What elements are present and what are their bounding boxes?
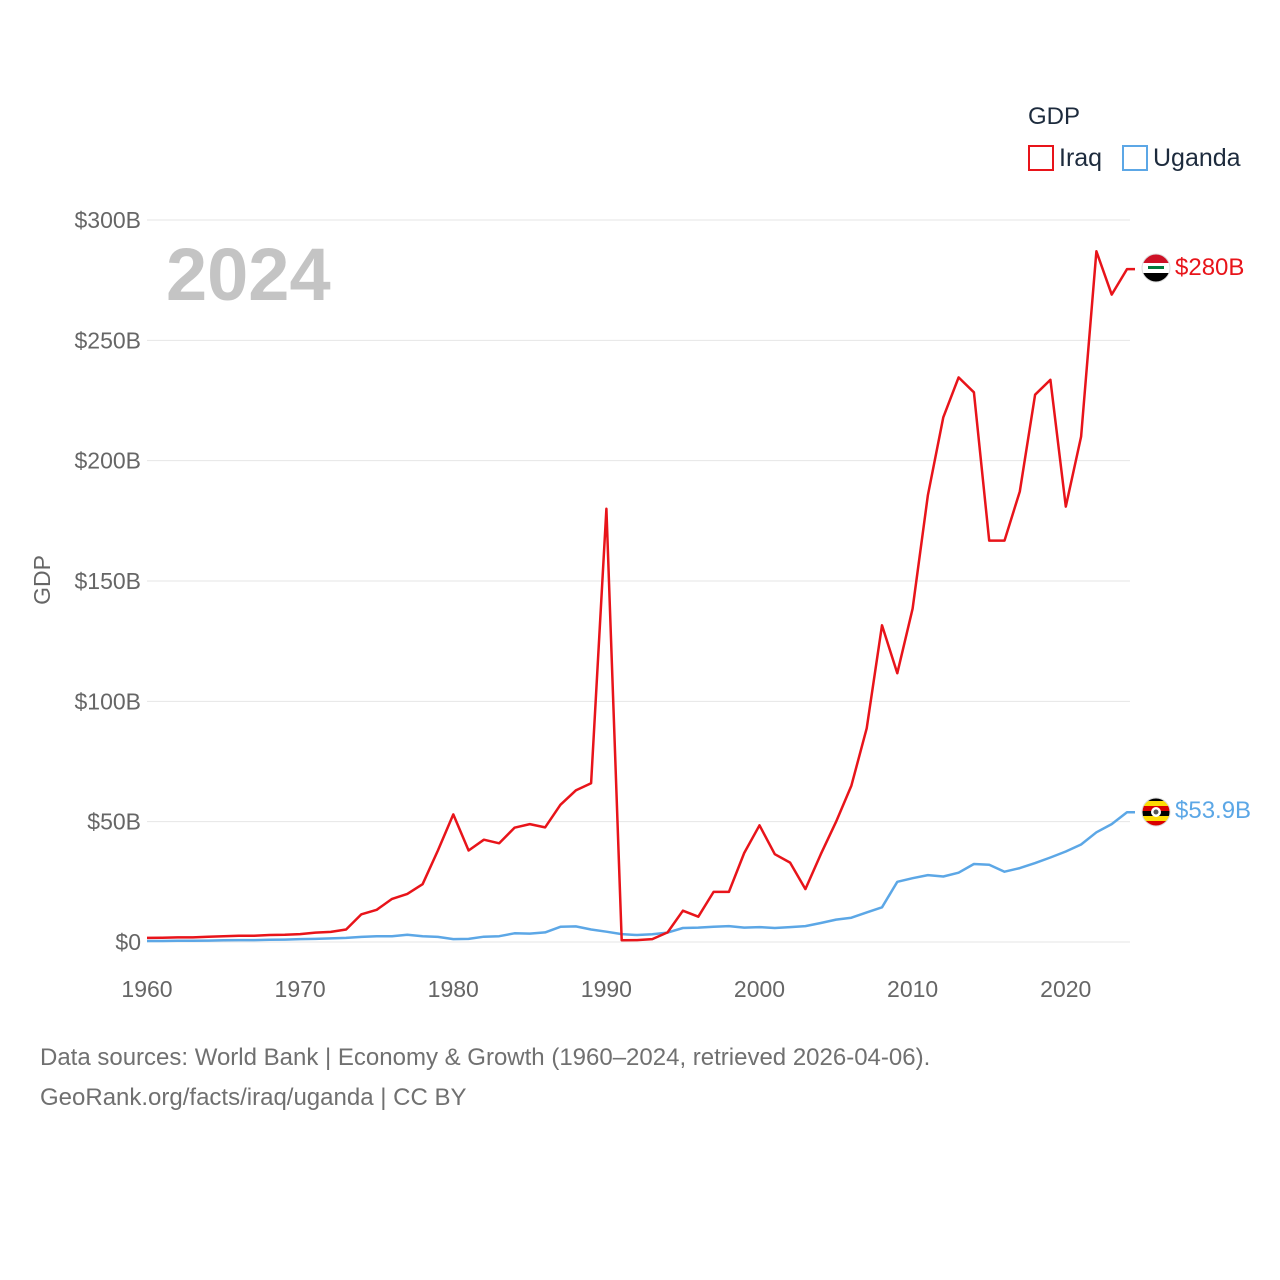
legend-title: GDP xyxy=(1028,103,1080,130)
y-axis-ticks: $0 $50B $100B $150B $200B $250B $300B xyxy=(74,207,141,955)
y-tick-label: $0 xyxy=(115,929,141,955)
x-axis-ticks: 1960 1970 1980 1990 2000 2010 2020 xyxy=(121,976,1091,1002)
iraq-flag-icon xyxy=(1142,254,1170,282)
iraq-flag-outline xyxy=(1141,253,1171,283)
end-label-uganda: $53.9B xyxy=(1175,797,1251,824)
grid-lines xyxy=(147,219,1130,943)
y-tick-label: $250B xyxy=(74,327,141,353)
end-label-iraq: $280B xyxy=(1175,254,1244,281)
x-tick-label: 2020 xyxy=(1040,976,1091,1002)
year-label: 2024 xyxy=(166,233,331,316)
y-axis-label: GDP xyxy=(29,555,55,605)
y-tick-label: $100B xyxy=(74,688,141,714)
footer-sources: Data sources: World Bank | Economy & Gro… xyxy=(40,1044,931,1071)
legend-label-uganda[interactable]: Uganda xyxy=(1153,144,1241,172)
legend[interactable]: GDP Iraq Uganda xyxy=(1028,103,1241,172)
y-tick-label: $50B xyxy=(87,809,141,835)
series-line-iraq xyxy=(146,250,1135,942)
x-tick-label: 2000 xyxy=(734,976,785,1002)
series-lines xyxy=(146,250,1135,943)
footer-attribution[interactable]: GeoRank.org/facts/iraq/uganda | CC BY xyxy=(40,1084,467,1111)
y-tick-label: $200B xyxy=(74,448,141,474)
x-tick-label: 1970 xyxy=(275,976,326,1002)
uganda-flag-outline xyxy=(1141,797,1171,827)
y-tick-label: $300B xyxy=(74,207,141,233)
gdp-line-chart: $0 $50B $100B $150B $200B $250B $300B 1960 1970… xyxy=(29,103,1251,1002)
legend-label-iraq[interactable]: Iraq xyxy=(1059,144,1102,172)
x-tick-label: 1960 xyxy=(121,976,172,1002)
x-tick-label: 1980 xyxy=(428,976,479,1002)
legend-swatch-iraq[interactable] xyxy=(1028,145,1054,171)
y-tick-label: $150B xyxy=(74,568,141,594)
uganda-flag-icon xyxy=(1142,798,1170,826)
series-line-uganda xyxy=(147,811,1135,943)
legend-swatch-uganda[interactable] xyxy=(1122,145,1148,171)
x-tick-label: 1990 xyxy=(581,976,632,1002)
x-tick-label: 2010 xyxy=(887,976,938,1002)
